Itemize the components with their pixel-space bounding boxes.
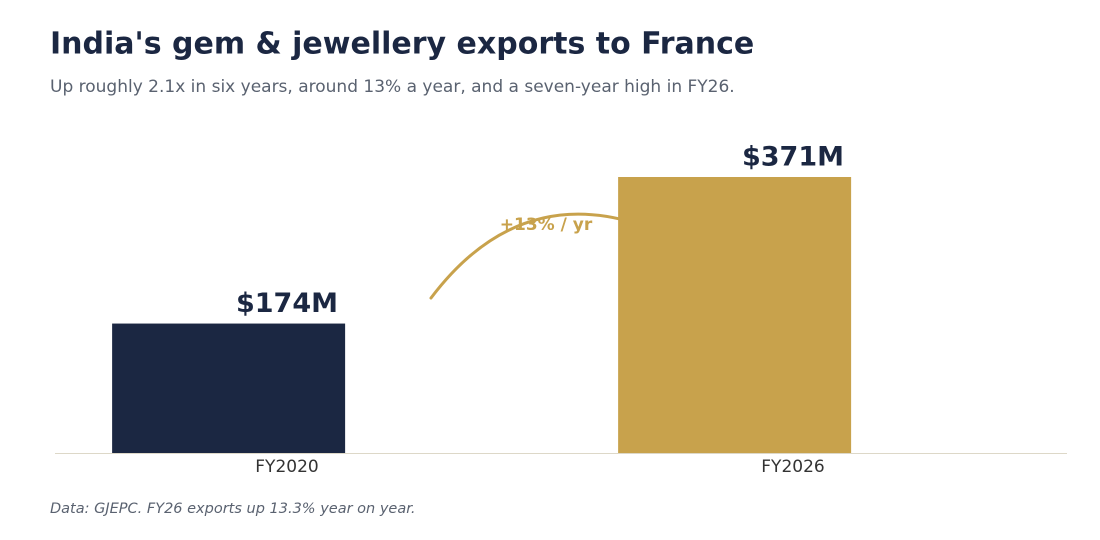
growth-arrow xyxy=(429,212,652,300)
x-tick-label: FY2026 xyxy=(761,457,824,477)
value-label: $174M xyxy=(236,288,338,319)
value-label: $371M xyxy=(742,142,844,173)
x-tick-label: FY2020 xyxy=(255,457,318,477)
footnote: Data: GJEPC. FY26 exports up 13.3% year … xyxy=(50,501,415,517)
chart-title: India's gem & jewellery exports to Franc… xyxy=(50,27,754,62)
bar xyxy=(112,323,346,453)
annotation: +13% / yr xyxy=(500,215,593,235)
bar xyxy=(618,177,852,453)
chart-subtitle: Up roughly 2.1x in six years, around 13%… xyxy=(50,77,735,97)
